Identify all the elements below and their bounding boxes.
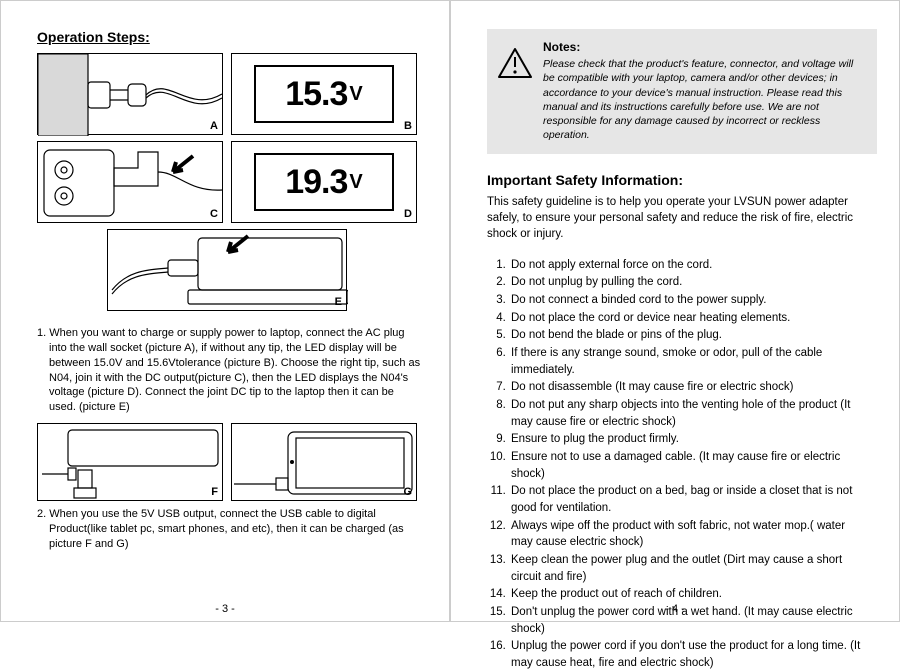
safety-item: Keep the product out of reach of childre… <box>509 586 867 603</box>
warning-icon <box>497 47 533 79</box>
lcd-d: 19.3V <box>254 153 394 211</box>
panel-d-label: D <box>404 208 412 220</box>
safety-item: Do not bend the blade or pins of the plu… <box>509 327 867 344</box>
notes-body: Please check that the product's feature,… <box>543 58 853 141</box>
lcd-b-value: 15.3 <box>285 75 347 114</box>
panel-c: C <box>37 141 223 223</box>
safety-item: Ensure not to use a damaged cable. (It m… <box>509 449 867 482</box>
page-left: Operation Steps: A 15.3V <box>0 0 450 622</box>
usb-adapter-illustration <box>38 424 224 502</box>
step-2-text: 2. When you use the 5V USB output, conne… <box>37 507 421 552</box>
safety-item: Unplug the power cord if you don't use t… <box>509 638 867 671</box>
panel-e-label: E <box>335 296 342 308</box>
diagram-grid: A 15.3V B <box>37 53 417 322</box>
step-1-text: 1. When you want to charge or supply pow… <box>37 326 421 415</box>
safety-item: Do not place the product on a bed, bag o… <box>509 483 867 516</box>
page-number-right: - 4 - <box>451 603 899 615</box>
panel-d: 19.3V D <box>231 141 417 223</box>
panel-a-label: A <box>210 120 218 132</box>
panel-f: F <box>37 423 223 501</box>
operation-heading: Operation Steps: <box>37 29 421 45</box>
safety-item: Do not disassemble (It may cause fire or… <box>509 379 867 396</box>
page-right: Notes: Please check that the product's f… <box>450 0 900 622</box>
panel-b: 15.3V B <box>231 53 417 135</box>
safety-item: Do not unplug by pulling the cord. <box>509 274 867 291</box>
safety-item: Do not place the cord or device near hea… <box>509 310 867 327</box>
tip-connect-illustration <box>38 142 224 224</box>
notes-title: Notes: <box>543 39 863 55</box>
safety-item: Do not put any sharp objects into the ve… <box>509 397 867 430</box>
diagram-grid-2: F G <box>37 423 417 501</box>
lcd-b: 15.3V <box>254 65 394 123</box>
panel-a: A <box>37 53 223 135</box>
lcd-d-value: 19.3 <box>285 163 347 202</box>
panel-e: E <box>107 229 347 311</box>
plug-wall-illustration <box>38 54 224 136</box>
lcd-d-unit: V <box>349 171 362 194</box>
panel-c-label: C <box>210 208 218 220</box>
page-number-left: - 3 - <box>1 603 449 615</box>
safety-item: Ensure to plug the product firmly. <box>509 431 867 448</box>
laptop-connect-illustration <box>108 230 348 312</box>
safety-item: Do not connect a binded cord to the powe… <box>509 292 867 309</box>
safety-item: If there is any strange sound, smoke or … <box>509 345 867 378</box>
panel-g-label: G <box>403 486 412 498</box>
safety-item: Do not apply external force on the cord. <box>509 257 867 274</box>
panel-b-label: B <box>404 120 412 132</box>
panel-g: G <box>231 423 417 501</box>
notes-box: Notes: Please check that the product's f… <box>487 29 877 154</box>
panel-f-label: F <box>211 486 218 498</box>
tablet-charge-illustration <box>232 424 418 502</box>
safety-intro: This safety guideline is to help you ope… <box>487 194 867 242</box>
lcd-b-unit: V <box>349 83 362 106</box>
safety-item: Keep clean the power plug and the outlet… <box>509 552 867 585</box>
safety-heading: Important Safety Information: <box>487 172 871 188</box>
safety-item: Always wipe off the product with soft fa… <box>509 518 867 551</box>
